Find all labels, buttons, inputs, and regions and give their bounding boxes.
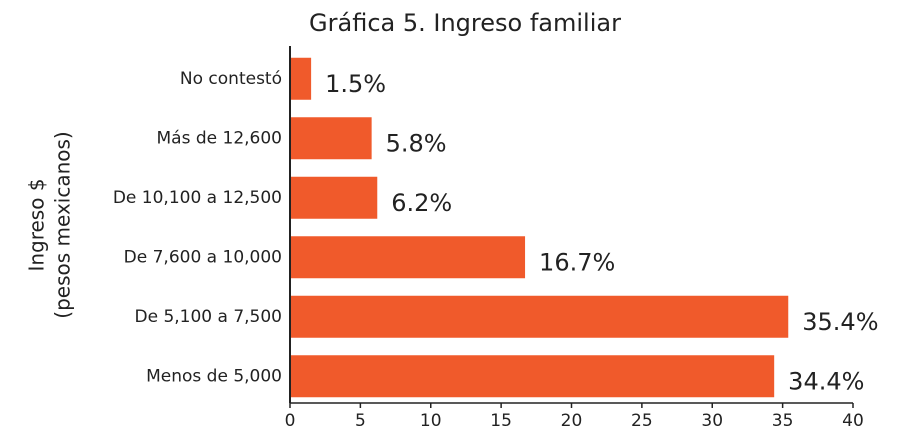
x-tick-label: 30: [701, 411, 723, 431]
x-tick-label: 40: [842, 411, 864, 431]
bar: [290, 57, 312, 100]
x-tick-label: 20: [561, 411, 583, 431]
bar: [290, 176, 378, 219]
x-tick-label: 0: [285, 411, 296, 431]
bar: [290, 355, 775, 398]
y-tick-label: De 5,100 a 7,500: [134, 307, 282, 327]
value-label: 16.7%: [539, 248, 615, 276]
x-tick-label: 5: [355, 411, 366, 431]
y-tick-label: Más de 12,600: [157, 128, 282, 148]
y-tick-label: De 7,600 a 10,000: [124, 247, 282, 267]
y-tick-label: De 10,100 a 12,500: [113, 188, 282, 208]
x-tick-label: 35: [772, 411, 794, 431]
value-label: 6.2%: [391, 189, 452, 217]
x-tick-label: 10: [420, 411, 442, 431]
value-label: 1.5%: [325, 70, 386, 98]
x-tick-label: 15: [490, 411, 512, 431]
y-axis-label: Ingreso $: [25, 178, 49, 271]
y-tick-label: No contestó: [180, 69, 282, 89]
x-tick-label: 25: [631, 411, 653, 431]
value-label: 34.4%: [788, 367, 864, 395]
bar: [290, 236, 526, 279]
y-axis-label: (pesos mexicanos): [51, 131, 75, 318]
chart-title: Gráfica 5. Ingreso familiar: [309, 9, 621, 37]
bar: [290, 117, 372, 160]
y-tick-label: Menos de 5,000: [146, 366, 282, 386]
value-label: 5.8%: [386, 129, 447, 157]
value-label: 35.4%: [802, 308, 878, 336]
bar: [290, 295, 789, 338]
